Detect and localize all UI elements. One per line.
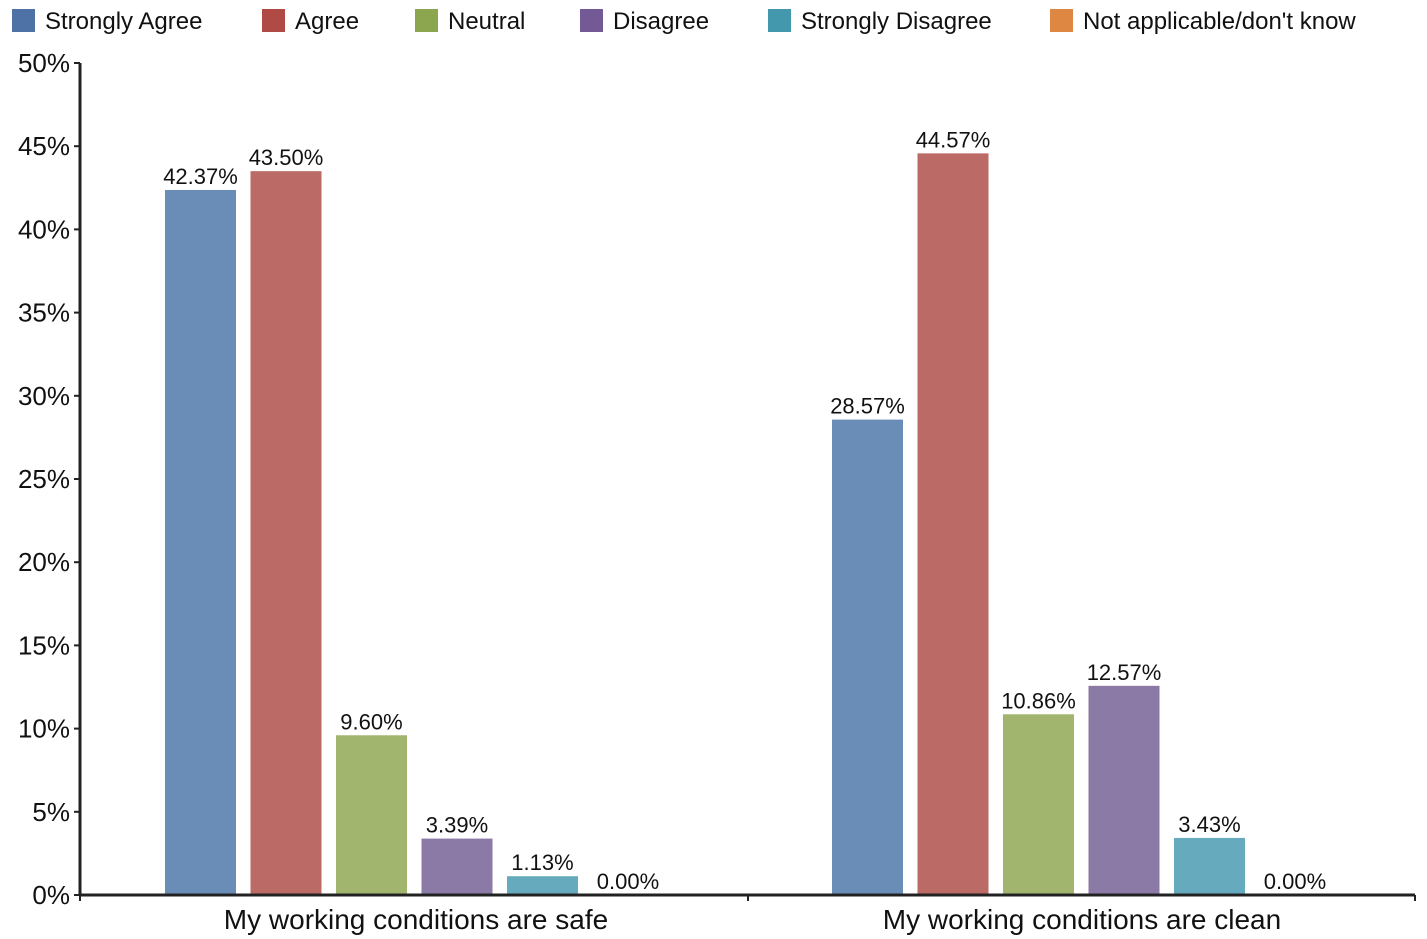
bar-group-my-working-conditions-are-safe: 42.37% 43.50% 9.60% 3.39% 1.13% 0.00%: [163, 145, 659, 895]
bar-agree: [250, 171, 322, 895]
data-label: 3.39%: [426, 813, 488, 838]
data-label: 10.86%: [1001, 688, 1076, 713]
y-tick-label: 45%: [18, 131, 70, 161]
bar-disagree: [1088, 685, 1160, 895]
legend-swatch-strongly-disagree: [768, 9, 791, 32]
bar-strongly-disagree: [507, 876, 578, 895]
data-label: 9.60%: [340, 709, 402, 734]
bar-neutral: [1003, 714, 1074, 895]
y-tick-label: 35%: [18, 298, 70, 328]
x-axis: My working conditions are safe My working…: [79, 893, 1416, 935]
legend-label-agree: Agree: [295, 8, 359, 35]
bar-strongly-disagree: [1174, 837, 1245, 895]
legend-swatch-agree: [262, 9, 285, 32]
data-label: 44.57%: [916, 127, 991, 152]
y-tick-label: 5%: [32, 797, 70, 827]
legend-swatch-strongly-agree: [12, 9, 35, 32]
legend-swatch-not-applicable-don-t-know: [1050, 9, 1073, 32]
legend-swatch-neutral: [415, 9, 438, 32]
y-tick-label: 0%: [32, 880, 70, 910]
data-label: 43.50%: [249, 145, 324, 170]
legend-swatch-disagree: [580, 9, 603, 32]
bar-disagree: [421, 838, 493, 895]
y-tick-label: 50%: [18, 48, 70, 78]
data-label: 42.37%: [163, 164, 238, 189]
y-tick-label: 40%: [18, 214, 70, 244]
legend-label-neutral: Neutral: [448, 8, 525, 35]
y-tick-label: 10%: [18, 714, 70, 744]
bar-strongly-agree: [832, 419, 903, 895]
legend-label-strongly-disagree: Strongly Disagree: [801, 8, 992, 35]
data-label: 0.00%: [597, 869, 659, 894]
data-label: 1.13%: [511, 850, 573, 875]
y-axis: 0% 5% 10% 15% 20% 25% 30% 35% 40% 45% 50%: [18, 48, 82, 910]
x-category-label: My working conditions are safe: [224, 904, 608, 935]
x-category-label: My working conditions are clean: [883, 904, 1281, 935]
bar-strongly-agree: [165, 189, 236, 895]
data-label: 3.43%: [1178, 812, 1240, 837]
bar-neutral: [336, 735, 407, 895]
y-tick-label: 20%: [18, 547, 70, 577]
chart-legend: Strongly Agree Agree Neutral Disagree Strong…: [12, 8, 1356, 35]
y-tick-label: 25%: [18, 464, 70, 494]
legend-label-not-applicable-don-t-know: Not applicable/don't know: [1083, 8, 1356, 35]
bar-agree: [917, 153, 989, 895]
legend-label-strongly-agree: Strongly Agree: [45, 8, 202, 35]
data-label: 28.57%: [830, 394, 905, 419]
data-label: 0.00%: [1264, 869, 1326, 894]
legend-label-disagree: Disagree: [613, 8, 709, 35]
bar-group-my-working-conditions-are-clean: 28.57% 44.57% 10.86% 12.57% 3.43% 0.00%: [830, 127, 1326, 895]
y-tick-label: 30%: [18, 381, 70, 411]
chart-bars: 42.37% 43.50% 9.60% 3.39% 1.13% 0.00% 28.57% 44…: [163, 127, 1326, 895]
data-label: 12.57%: [1087, 660, 1162, 685]
y-tick-label: 15%: [18, 630, 70, 660]
